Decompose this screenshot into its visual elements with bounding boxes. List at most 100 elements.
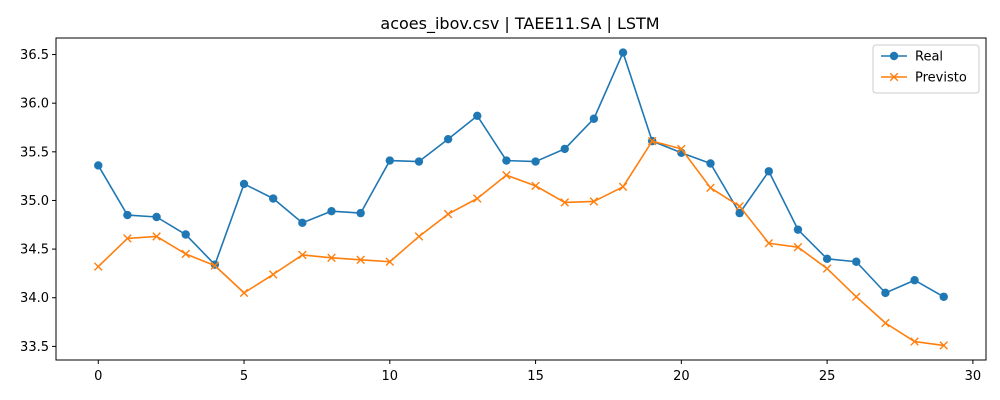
x-marker-stroke: [764, 238, 774, 248]
x-tick-label: 15: [527, 369, 544, 384]
data-point-circle: [414, 157, 424, 166]
y-tick-label: 33.5: [20, 340, 49, 355]
data-point-circle: [531, 157, 540, 166]
data-point-circle: [852, 257, 861, 266]
x-marker-stroke: [589, 197, 599, 206]
x-marker-stroke: [618, 182, 628, 192]
data-point-x: [706, 183, 715, 193]
data-point-circle: [239, 179, 249, 189]
y-tick-label: 34.5: [20, 243, 49, 258]
data-point-circle: [793, 225, 803, 234]
x-marker-stroke: [881, 318, 890, 328]
data-point-circle: [822, 254, 832, 264]
data-point-x: [793, 242, 803, 252]
legend-marker: [889, 72, 899, 82]
y-tick-label: 36.5: [20, 48, 49, 63]
x-marker-stroke: [181, 249, 191, 259]
data-point-x: [677, 144, 686, 154]
x-marker-stroke: [910, 337, 919, 346]
legend-marker: [889, 51, 899, 61]
data-point-x: [589, 197, 599, 206]
x-marker-stroke: [443, 209, 453, 219]
data-point-x: [356, 255, 365, 265]
data-point-circle: [356, 208, 365, 218]
y-tick-label: 35.5: [20, 145, 49, 160]
x-marker-stroke: [889, 72, 899, 82]
data-point-circle: [123, 210, 132, 220]
legend-label: Real: [915, 50, 943, 65]
data-point-circle: [589, 114, 599, 123]
data-point-x: [502, 170, 511, 180]
x-tick-label: 10: [382, 369, 399, 384]
x-marker-stroke: [239, 288, 249, 298]
x-marker-stroke: [152, 232, 161, 241]
x-marker-stroke: [268, 270, 278, 279]
x-marker-stroke: [472, 194, 482, 203]
x-marker-stroke: [414, 232, 424, 241]
data-point-circle: [94, 161, 103, 170]
data-point-circle: [385, 156, 395, 165]
data-point-x: [618, 182, 628, 192]
data-point-x: [531, 181, 540, 191]
x-marker-stroke: [851, 292, 861, 302]
y-tick-label: 34.0: [20, 291, 49, 306]
data-point-circle: [735, 208, 744, 218]
x-tick-label: 20: [673, 369, 690, 384]
x-marker-stroke: [502, 170, 511, 180]
x-marker-stroke: [93, 262, 103, 271]
data-point-x: [123, 234, 132, 243]
data-point-x: [152, 232, 161, 241]
x-tick-label: 0: [94, 369, 102, 384]
data-point-x: [647, 136, 657, 146]
data-point-circle: [443, 134, 453, 144]
x-marker-stroke: [123, 234, 132, 243]
data-point-x: [239, 288, 249, 298]
legend-box: [872, 44, 980, 94]
x-marker-stroke: [327, 253, 336, 263]
data-point-x: [472, 194, 482, 203]
x-marker-stroke: [939, 341, 949, 350]
data-point-x: [851, 292, 861, 302]
y-axis: 33.5 34.0 34.5 35.0 35.5 36.0 36.5: [20, 48, 56, 355]
data-point-x: [181, 249, 191, 259]
data-point-x: [939, 341, 949, 350]
x-marker-stroke: [385, 257, 395, 267]
data-point-x: [560, 198, 570, 207]
data-point-circle: [560, 144, 569, 154]
data-point-circle: [881, 288, 890, 298]
x-marker-stroke: [677, 144, 686, 154]
y-tick-label: 36.0: [20, 97, 49, 112]
legend-item-previsto: Previsto: [881, 71, 967, 86]
legend-item-real: Real: [881, 50, 943, 65]
x-marker-stroke: [210, 261, 220, 270]
series-layer: [93, 48, 949, 350]
chart-title: acoes_ibov.csv | TAEE11.SA | LSTM: [380, 14, 659, 34]
data-point-x: [910, 337, 919, 346]
data-point-circle: [706, 159, 715, 168]
series-line: [97, 51, 945, 298]
x-marker-stroke: [531, 181, 540, 191]
data-point-x: [385, 257, 395, 267]
data-point-circle: [268, 194, 278, 203]
x-marker-stroke: [560, 198, 570, 207]
data-point-x: [881, 318, 890, 328]
data-point-x: [735, 202, 744, 211]
x-tick-label: 25: [819, 369, 836, 384]
data-point-circle: [181, 230, 190, 239]
data-point-x: [210, 261, 220, 270]
data-point-x: [764, 238, 774, 248]
data-point-x: [327, 253, 336, 263]
x-marker-stroke: [298, 250, 307, 260]
y-tick-label: 35.0: [20, 194, 49, 209]
series-previsto: [93, 136, 949, 350]
x-tick-label: 5: [240, 369, 248, 384]
x-marker-stroke: [735, 202, 744, 211]
data-point-circle: [502, 156, 511, 165]
x-axis: 0 5 10 15 20 25 30: [94, 360, 981, 384]
plot-area: [55, 37, 987, 361]
data-point-x: [414, 232, 424, 241]
x-marker-stroke: [356, 255, 365, 265]
series-line: [97, 140, 944, 347]
data-point-circle: [618, 48, 628, 57]
